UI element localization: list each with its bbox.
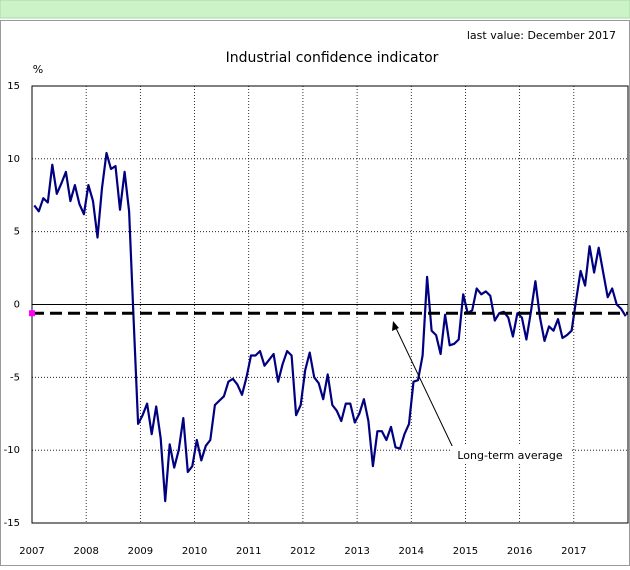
header-band — [0, 0, 630, 19]
x-tick-label: 2012 — [290, 546, 315, 557]
y-tick-label: 0 — [14, 300, 20, 311]
x-tick-label: 2013 — [344, 546, 369, 557]
x-tick-label: 2009 — [128, 546, 153, 557]
chart-title: Industrial confidence indicator — [226, 50, 439, 66]
y-tick-label: 10 — [7, 154, 20, 165]
chart-subtitle: last value: December 2017 — [467, 29, 616, 42]
x-tick-label: 2011 — [236, 546, 261, 557]
y-axis-label: % — [33, 63, 43, 76]
y-tick-label: -15 — [4, 518, 20, 529]
x-tick-label: 2007 — [19, 546, 44, 557]
x-tick-label: 2016 — [507, 546, 532, 557]
y-tick-label: -5 — [10, 372, 20, 383]
annotation: Long-term average — [457, 449, 562, 462]
y-tick-label: 5 — [14, 227, 20, 238]
annotation-box — [450, 446, 570, 464]
chart-frame — [0, 20, 630, 566]
x-tick-label: 2010 — [182, 546, 207, 557]
x-tick-label: 2017 — [561, 546, 586, 557]
x-tick-label: 2014 — [399, 546, 424, 557]
x-tick-label: 2008 — [73, 546, 98, 557]
y-tick-label: -10 — [4, 445, 20, 456]
annotation-arrow — [394, 325, 456, 453]
data-line — [33, 151, 627, 503]
average-marker — [29, 310, 35, 317]
y-tick-label: 15 — [7, 81, 20, 92]
x-tick-label: 2015 — [453, 546, 478, 557]
arrow-head — [392, 321, 399, 331]
